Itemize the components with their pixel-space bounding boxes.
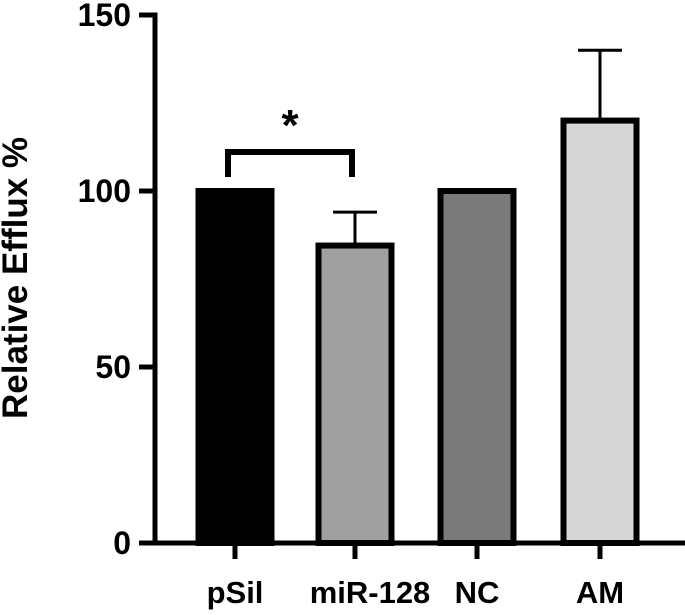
x-tick-labels: pSil miR-128 NC AM [207,543,624,610]
significance-bracket [225,149,355,177]
x-tick-label: miR-128 [310,575,431,610]
y-tick-label: 0 [113,525,131,561]
x-tick-label: AM [576,575,624,610]
error-bars-layer [333,48,622,246]
y-ticks: 0 50 100 150 [78,0,155,561]
significance-label: * [281,101,299,150]
x-tick-label: NC [455,575,500,610]
bar-psil [195,188,275,546]
bar-am [560,117,640,546]
y-axis [152,12,685,546]
significance-layer: * [225,101,355,177]
x-tick-label: pSil [207,575,264,610]
bar-mir-128 [315,242,395,546]
y-tick-label: 150 [78,0,131,33]
bars-layer [195,117,640,546]
bar-nc [437,188,517,546]
y-axis-label: Relative Efflux % [0,137,35,419]
y-tick-label: 50 [95,349,131,385]
y-tick-label: 100 [78,173,131,209]
